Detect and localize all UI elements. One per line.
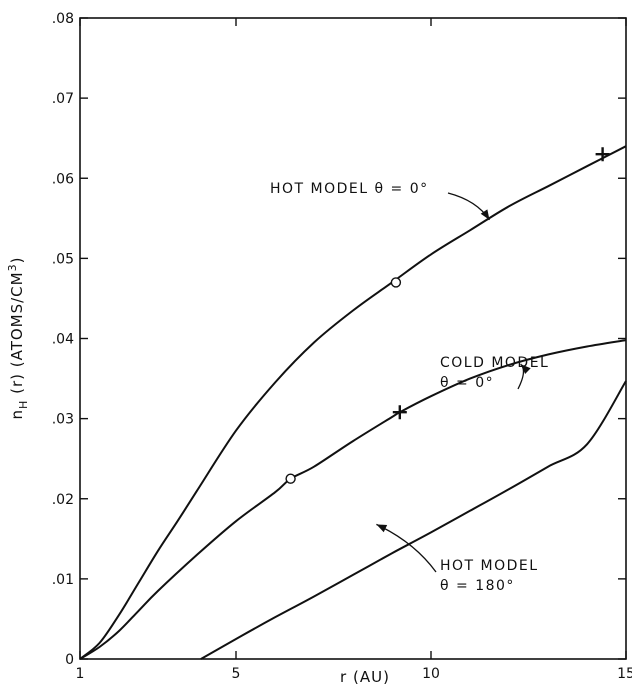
x-tick-label: 15 <box>617 666 632 682</box>
y-tick-label: .07 <box>52 91 74 107</box>
annotation-leader-hot0 <box>447 192 491 221</box>
y-tick-label: .04 <box>52 332 74 348</box>
plot-border <box>79 17 627 660</box>
series-line-hot180 <box>200 380 627 660</box>
y-axis: 0 .01 .02 .03 .04 .05 .06 .07 .08 <box>52 11 626 668</box>
series-markers <box>285 147 610 484</box>
x-tick-label: 5 <box>232 666 241 682</box>
annotation-cold0: COLD MODEL θ = 0° <box>440 355 549 391</box>
annotations: HOT MODEL θ = 0° COLD MODEL θ = 0° HOT MODE… <box>270 181 549 594</box>
annotation-arrowhead-hot180 <box>376 524 388 533</box>
annotation-hot180: HOT MODEL θ = 180° <box>440 558 539 594</box>
annotation-arrowhead-cold0 <box>520 364 531 374</box>
y-tick-label: 0 <box>65 652 74 668</box>
x-axis-title: r (AU) <box>340 668 390 686</box>
annotation-hot0: HOT MODEL θ = 0° <box>270 181 429 197</box>
marker-plus-hot0 <box>595 147 610 162</box>
annotation-arrowhead-hot0 <box>480 209 490 220</box>
series-curves <box>79 145 627 660</box>
y-tick-label: .02 <box>52 492 74 508</box>
y-tick-label: .05 <box>52 251 74 267</box>
y-tick-label: .06 <box>52 171 74 187</box>
x-tick-label: 1 <box>76 666 85 682</box>
marker-circle-cold0 <box>285 473 296 484</box>
y-axis-title: nH (r) (ATOMS/CM3) <box>6 257 30 420</box>
x-axis: 1 5 10 15 <box>76 18 632 682</box>
y-tick-label: .01 <box>52 572 74 588</box>
marker-circle-hot0 <box>390 277 402 288</box>
marker-plus-cold0 <box>392 405 407 420</box>
x-tick-label: 10 <box>422 666 440 682</box>
annotation-leader-hot180 <box>376 523 437 573</box>
series-line-hot0 <box>79 145 627 660</box>
y-tick-label: .08 <box>52 11 74 27</box>
y-tick-label: .03 <box>52 412 74 428</box>
series-line-cold0 <box>79 339 627 660</box>
plot-frame <box>79 17 627 660</box>
